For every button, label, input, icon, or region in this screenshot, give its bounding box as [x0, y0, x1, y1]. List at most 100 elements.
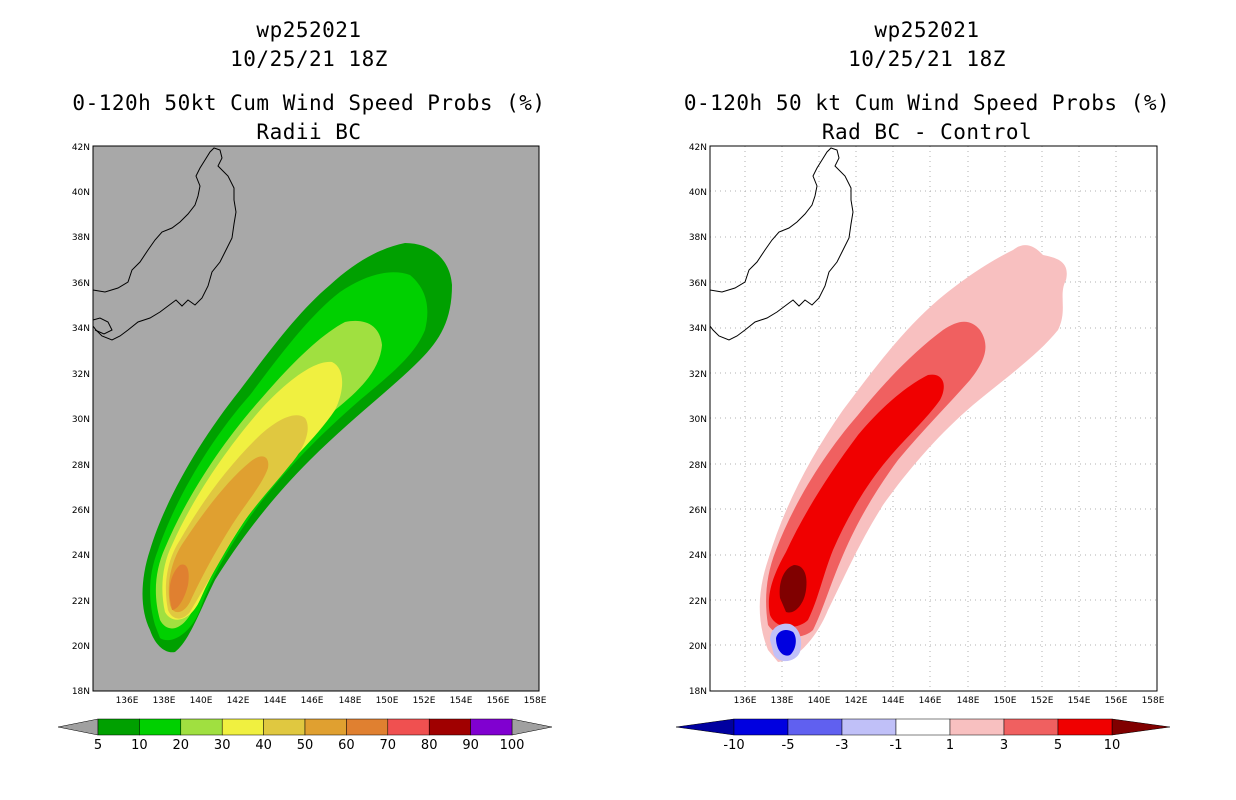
lat-label: 40N	[689, 188, 707, 198]
colorbar-swatch	[221, 718, 264, 736]
colorbar-swatch	[180, 718, 223, 736]
lon-label: 144E	[882, 696, 905, 706]
colorbar-swatch	[949, 718, 1005, 736]
colorbar-swatch	[733, 718, 789, 736]
map-frame	[709, 145, 1158, 692]
lat-label: 30N	[689, 415, 707, 425]
storm-id: wp252021	[256, 18, 362, 42]
lat-label: 32N	[72, 370, 90, 380]
colorbar-arrow-right	[1111, 718, 1171, 736]
lat-label: 28N	[72, 461, 90, 471]
lat-label: 38N	[689, 233, 707, 243]
map-left: 42N 40N 38N 36N 34N 32N 30N 28N 26N 24N …	[57, 143, 553, 753]
lon-label: 150E	[376, 696, 399, 706]
colorbar-arrow-left	[57, 718, 99, 736]
lon-label: 152E	[413, 696, 436, 706]
map-title: 0-120h 50kt Cum Wind Speed Probs (%)	[72, 91, 546, 115]
colorbar-swatch	[841, 718, 897, 736]
lat-label: 42N	[72, 143, 90, 153]
lat-label: 18N	[72, 687, 90, 697]
colorbar-label: 80	[421, 738, 438, 753]
lon-label: 154E	[450, 696, 473, 706]
lat-label: 24N	[72, 551, 90, 561]
lon-label: 150E	[994, 696, 1017, 706]
colorbar-label: 5	[1054, 738, 1062, 753]
lat-label: 42N	[689, 143, 707, 153]
lat-label: 22N	[72, 597, 90, 607]
colorbar-swatch	[428, 718, 471, 736]
colorbar-label: -10	[723, 738, 744, 753]
colorbar-label: 10	[131, 738, 148, 753]
lat-axis: 42N 40N 38N 36N 34N 32N 30N 28N 26N 24N …	[689, 143, 707, 697]
map-subtitle: Radii BC	[256, 120, 362, 144]
map-subtitle: Rad BC - Control	[821, 120, 1033, 144]
lon-label: 138E	[153, 696, 176, 706]
colorbar-label: 5	[94, 738, 102, 753]
diff-neg-5	[776, 630, 796, 656]
lat-label: 18N	[689, 687, 707, 697]
lon-label: 146E	[919, 696, 942, 706]
coastline	[709, 147, 854, 341]
lon-label: 148E	[339, 696, 362, 706]
colorbar-right	[675, 718, 1171, 736]
prob-60	[169, 564, 189, 610]
colorbar-left	[57, 718, 553, 736]
lon-label: 156E	[1105, 696, 1128, 706]
lat-label: 34N	[689, 324, 707, 334]
colorbar-swatch	[263, 718, 306, 736]
colorbar-swatch	[304, 718, 347, 736]
colorbar-swatch	[139, 718, 182, 736]
colorbar-label: 70	[380, 738, 397, 753]
colorbar-label: -5	[782, 738, 795, 753]
lat-label: 20N	[72, 642, 90, 652]
lat-label: 26N	[72, 506, 90, 516]
colorbar-label: 1	[946, 738, 954, 753]
colorbar-label: 3	[1000, 738, 1008, 753]
storm-id: wp252021	[874, 18, 980, 42]
datetime: 10/25/21 18Z	[848, 47, 1006, 71]
colorbar-label: 90	[462, 738, 479, 753]
map-title: 0-120h 50 kt Cum Wind Speed Probs (%)	[683, 91, 1171, 115]
lat-label: 28N	[689, 461, 707, 471]
lat-label: 32N	[689, 370, 707, 380]
map-frame	[92, 145, 540, 692]
lon-axis: 136E 138E 140E 142E 144E 146E 148E 150E …	[116, 696, 547, 706]
lat-label: 34N	[72, 324, 90, 334]
grid	[710, 146, 1157, 691]
lat-label: 36N	[689, 279, 707, 289]
colorbar-swatch	[787, 718, 843, 736]
colorbar-swatch	[470, 718, 513, 736]
colorbar-swatch	[1057, 718, 1113, 736]
colorbar-swatch	[346, 718, 389, 736]
lon-label: 140E	[808, 696, 831, 706]
lat-axis: 42N 40N 38N 36N 34N 32N 30N 28N 26N 24N …	[72, 143, 90, 697]
lon-label: 140E	[190, 696, 213, 706]
lat-label: 40N	[72, 188, 90, 198]
lon-label: 158E	[524, 696, 547, 706]
lat-label: 30N	[72, 415, 90, 425]
island-outline	[92, 317, 113, 335]
colorbar-swatch	[387, 718, 430, 736]
right-panel: wp252021 10/25/21 18Z 0-120h 50 kt Cum W…	[618, 0, 1236, 800]
lat-label: 24N	[689, 551, 707, 561]
colorbar-label: -1	[890, 738, 903, 753]
left-panel: wp252021 10/25/21 18Z 0-120h 50kt Cum Wi…	[57, 18, 553, 753]
diff-pos-10	[779, 565, 807, 613]
lat-label: 36N	[72, 279, 90, 289]
lon-label: 156E	[487, 696, 510, 706]
colorbar-label: 30	[214, 738, 231, 753]
lon-label: 158E	[1142, 696, 1165, 706]
colorbar-label: 40	[255, 738, 272, 753]
colorbar-label: 20	[173, 738, 190, 753]
coastline	[92, 147, 237, 341]
colorbar-swatch	[97, 718, 140, 736]
prob-50	[168, 456, 269, 613]
lat-label: 22N	[689, 597, 707, 607]
lon-label: 136E	[734, 696, 757, 706]
colorbar-label: 100	[500, 738, 525, 753]
lat-label: 20N	[689, 642, 707, 652]
lon-label: 142E	[845, 696, 868, 706]
lon-axis: 136E 138E 140E 142E 144E 146E 148E 150E …	[734, 696, 1165, 706]
map-right: 42N 40N 38N 36N 34N 32N 30N 28N 26N 24N …	[675, 143, 1171, 753]
lon-label: 144E	[264, 696, 287, 706]
